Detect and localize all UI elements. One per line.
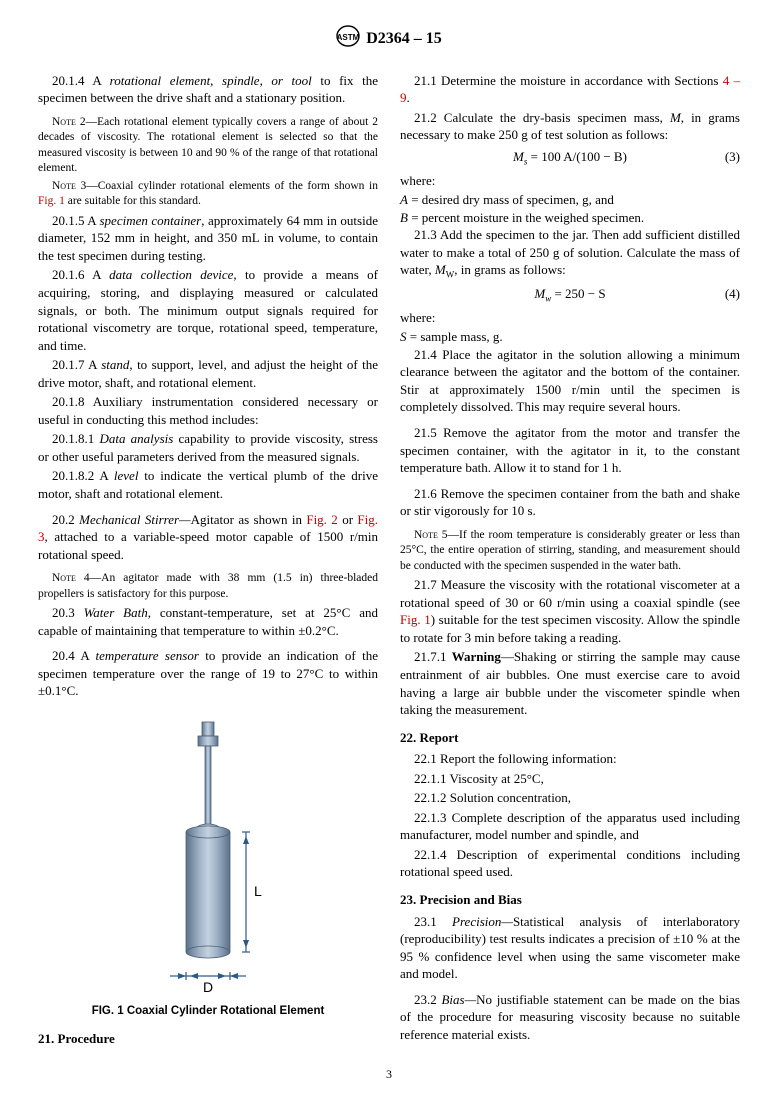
fig1-label-D: D — [203, 979, 213, 994]
para-20-1-8-1: 20.1.8.1 Data analysis capability to pro… — [38, 430, 378, 465]
para-20-1-4: 20.1.4 A rotational element, spindle, or… — [38, 72, 378, 107]
term-bias: Bias— — [441, 992, 476, 1007]
term-specimen-container: specimen container — [99, 213, 201, 228]
term-precision: Precision— — [452, 914, 513, 929]
para-21-4: 21.4 Place the agitator in the solution … — [400, 346, 740, 416]
where-list-2: S = sample mass, g. — [400, 328, 740, 346]
section-23-heading: 23. Precision and Bias — [400, 891, 740, 909]
where-S: S = sample mass, g. — [400, 328, 740, 346]
para-20-1-7: 20.1.7 A stand, to support, level, and a… — [38, 356, 378, 391]
doc-designation: D2364 – 15 — [366, 30, 442, 47]
section-21-heading: 21. Procedure — [38, 1030, 378, 1048]
para-21-5: 21.5 Remove the agitator from the motor … — [400, 424, 740, 477]
where-label-2: where: — [400, 309, 740, 327]
doc-header: ASTM D2364 – 15 — [38, 25, 740, 54]
note-5: Note 5—If the room temperature is consid… — [400, 528, 740, 575]
para-21-2: 21.2 Calculate the dry-basis specimen ma… — [400, 109, 740, 144]
term-data-analysis: Data analysis — [99, 431, 173, 446]
para-20-1-8: 20.1.8 Auxiliary instrumentation conside… — [38, 393, 378, 428]
term-stand: stand — [101, 357, 129, 372]
eqnum-4: (4) — [725, 285, 740, 303]
para-22-1-3: 22.1.3 Complete description of the appar… — [400, 809, 740, 844]
term-rotational-element: rotational element, spindle, or tool — [110, 73, 312, 88]
para-21-6: 21.6 Remove the specimen container from … — [400, 485, 740, 520]
note-2: Note 2—Each rotational element typically… — [38, 115, 378, 177]
note-3: Note 3—Coaxial cylinder rotational eleme… — [38, 179, 378, 210]
figref-fig1-b: Fig. 1 — [400, 612, 431, 627]
term-level: level — [114, 468, 139, 483]
equation-3: Ms = 100 A/(100 − B) (3) — [400, 148, 740, 168]
equation-4: Mw = 250 − S (4) — [400, 285, 740, 305]
para-21-3: 21.3 Add the specimen to the jar. Then a… — [400, 226, 740, 281]
term-mechanical-stirrer: Mechanical Stirrer— — [79, 512, 191, 527]
para-23-2: 23.2 Bias—No justifiable statement can b… — [400, 991, 740, 1044]
term-water-bath: Water Bath, — [84, 605, 151, 620]
figref-fig1: Fig. 1 — [38, 195, 65, 207]
page-number: 3 — [38, 1066, 740, 1082]
figref-fig2: Fig. 2 — [306, 512, 337, 527]
var-M: M — [670, 110, 681, 125]
figure-1: L D FIG. 1 Coaxial Cylinder Rotational E… — [38, 714, 378, 1020]
figure-1-caption: FIG. 1 Coaxial Cylinder Rotational Eleme… — [38, 1004, 378, 1020]
svg-text:ASTM: ASTM — [337, 33, 360, 42]
para-20-1-8-2: 20.1.8.2 A level to indicate the vertica… — [38, 467, 378, 502]
fig1-label-L: L — [254, 883, 262, 899]
para-20-1-6: 20.1.6 A data collection device, to prov… — [38, 266, 378, 354]
var-Mw: M — [435, 262, 446, 277]
page: ASTM D2364 – 15 20.1.4 A rotational elem… — [0, 0, 778, 1103]
para-22-1-2: 22.1.2 Solution concentration, — [400, 789, 740, 807]
para-22-1-1: 22.1.1 Viscosity at 25°C, — [400, 770, 740, 788]
para-21-1: 21.1 Determine the moisture in accordanc… — [400, 72, 740, 107]
warning-label: Warning — [452, 649, 501, 664]
para-20-3: 20.3 Water Bath, constant-temperature, s… — [38, 604, 378, 639]
para-23-1: 23.1 Precision—Statistical analysis of i… — [400, 913, 740, 983]
eqnum-3: (3) — [725, 148, 740, 166]
where-label-1: where: — [400, 172, 740, 190]
where-B: B = percent moisture in the weighed spec… — [400, 209, 740, 227]
section-22-heading: 22. Report — [400, 729, 740, 747]
where-list-1: A = desired dry mass of specimen, g, and… — [400, 191, 740, 226]
para-20-4: 20.4 A temperature sensor to provide an … — [38, 647, 378, 700]
content-columns: 20.1.4 A rotational element, spindle, or… — [38, 72, 740, 1049]
para-21-7: 21.7 Measure the viscosity with the rota… — [400, 576, 740, 646]
para-20-1-5: 20.1.5 A specimen container, approximate… — [38, 212, 378, 265]
astm-logo-icon: ASTM — [336, 25, 360, 54]
para-22-1-4: 22.1.4 Description of experimental condi… — [400, 846, 740, 881]
spindle-diagram-icon: L D — [108, 714, 308, 994]
where-A: A = desired dry mass of specimen, g, and — [400, 191, 740, 209]
term-data-collection-device: data collection device — [109, 267, 233, 282]
para-20-2: 20.2 Mechanical Stirrer—Agitator as show… — [38, 511, 378, 564]
para-22-1: 22.1 Report the following information: — [400, 750, 740, 768]
note-4: Note 4—An agitator made with 38 mm (1.5 … — [38, 571, 378, 602]
term-temperature-sensor: temperature sensor — [95, 648, 198, 663]
para-21-7-1: 21.7.1 Warning—Shaking or stirring the s… — [400, 648, 740, 718]
